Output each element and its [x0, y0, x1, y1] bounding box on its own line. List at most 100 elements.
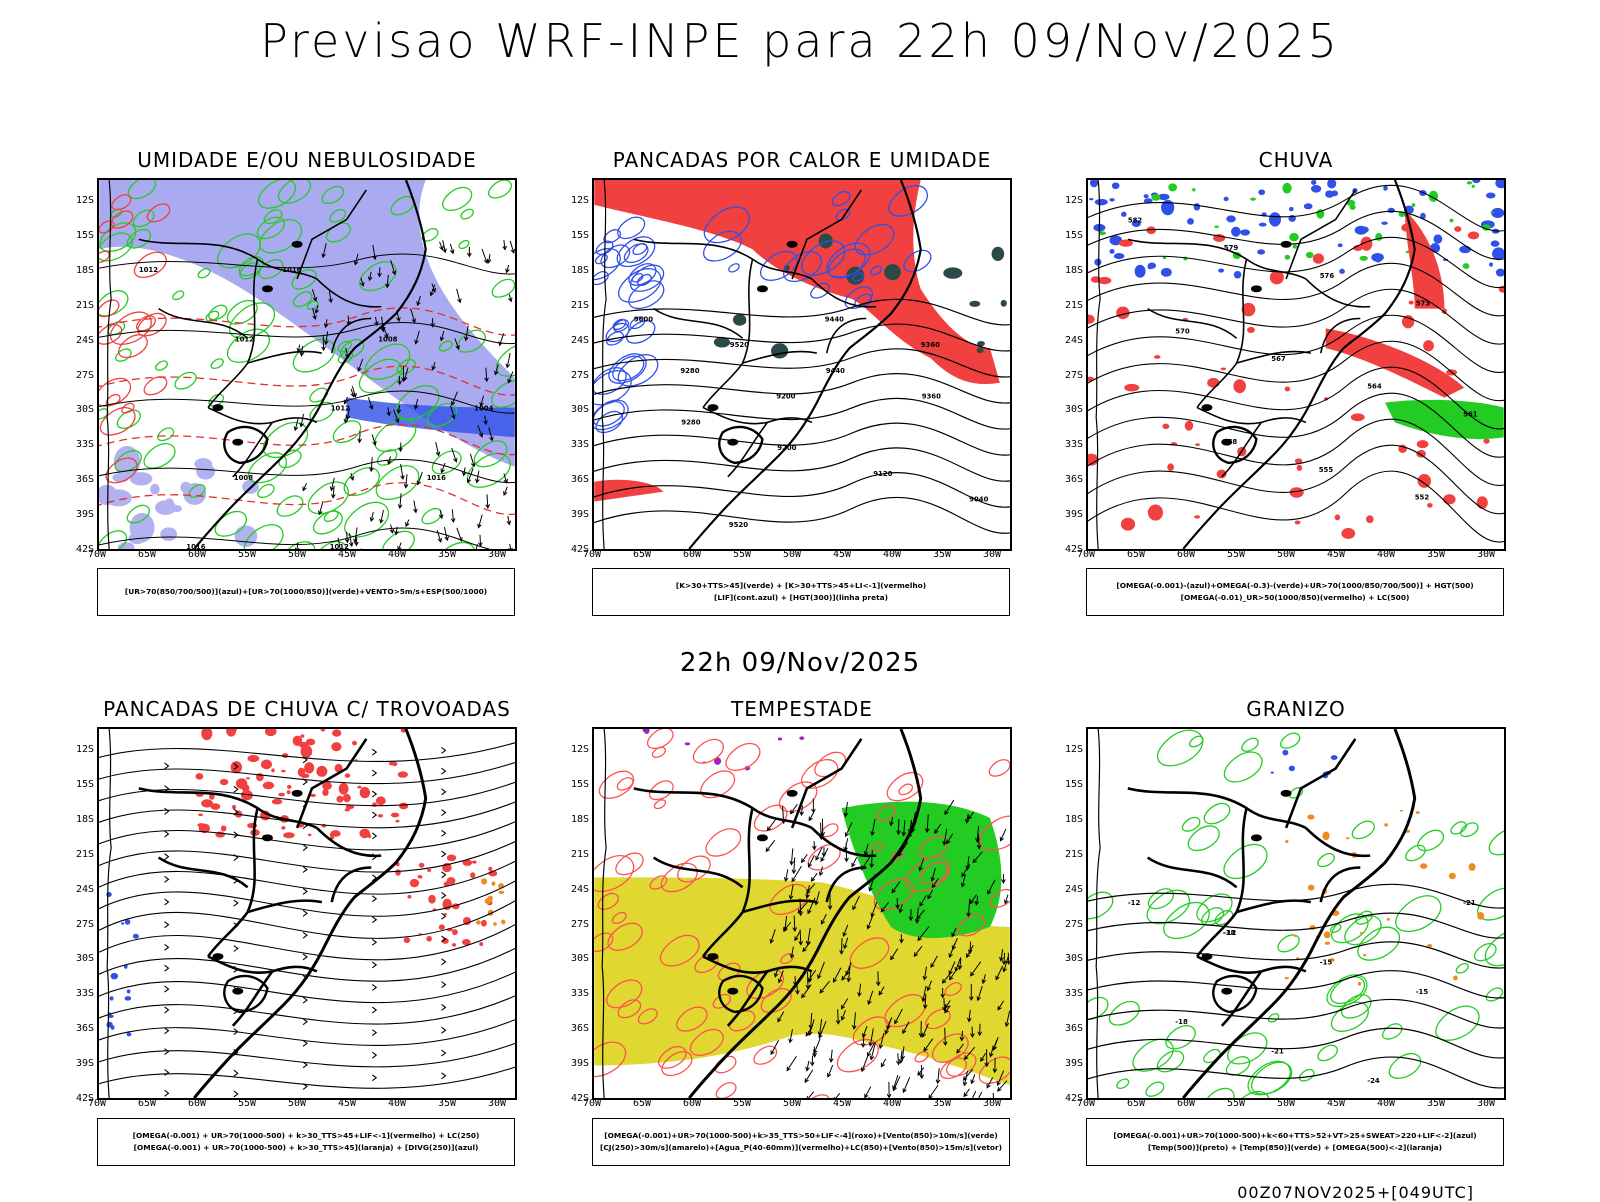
field-patch — [246, 777, 250, 779]
field-patch — [472, 861, 477, 864]
legend-chuva: [OMEGA(-0.001)-(azul)+OMEGA(-0.3)-(verde… — [1086, 568, 1504, 616]
field-patch — [1313, 253, 1324, 263]
flow-arrow — [234, 1091, 238, 1097]
wind-arrow — [506, 353, 510, 367]
contour-line — [1228, 1033, 1267, 1064]
latitude-label: 39S — [555, 1058, 589, 1069]
lake — [728, 988, 738, 994]
border — [703, 259, 752, 407]
latitude-label: 33S — [60, 988, 94, 999]
field-patch — [1468, 231, 1479, 239]
field-patch — [1294, 935, 1297, 937]
field-patch — [1418, 474, 1431, 488]
contour-line — [443, 187, 472, 210]
longitude-label: 30W — [482, 549, 512, 560]
flow-arrow — [442, 789, 446, 795]
field-patch — [125, 996, 132, 1001]
border — [1306, 279, 1370, 307]
contour-label: 9280 — [681, 418, 700, 426]
longitude-label: 65W — [1121, 1098, 1151, 1109]
contour-label: -18 — [1223, 929, 1236, 937]
field-patch — [1194, 203, 1201, 210]
contour-line — [989, 760, 1010, 776]
field-patch — [426, 936, 432, 942]
wind-arrow — [398, 493, 402, 508]
longitude-label: 50W — [282, 549, 312, 560]
contour-line — [1318, 854, 1334, 867]
field-patch — [1307, 814, 1314, 819]
field-patch — [1271, 772, 1274, 774]
contour-line — [333, 421, 360, 443]
lake — [292, 241, 302, 247]
contour-label: 9600 — [634, 315, 653, 323]
field-patch — [1423, 340, 1434, 351]
field-patch — [1297, 465, 1302, 471]
flow-arrow — [372, 984, 376, 990]
flow-arrow — [372, 791, 376, 797]
field-patch — [1226, 215, 1236, 222]
latitude-label: 39S — [60, 1058, 94, 1069]
longitude-label: 35W — [432, 549, 462, 560]
wind-arrow — [370, 512, 374, 521]
latitude-label: 36S — [60, 474, 94, 485]
wind-arrow — [486, 494, 490, 508]
contour-line — [1332, 914, 1368, 943]
latitude-label: 36S — [555, 474, 589, 485]
field-patch — [1327, 180, 1336, 188]
panel-title: CHUVA — [1086, 148, 1506, 172]
wind-arrow — [1000, 829, 1006, 841]
field-patch — [310, 740, 315, 745]
run-info: 00Z07NOV2025+[049UTC] — [1237, 1183, 1474, 1202]
contour-line — [1406, 845, 1425, 860]
field-patch — [1306, 252, 1313, 259]
border — [248, 352, 322, 363]
wind-arrow — [507, 516, 511, 524]
latitude-label: 27S — [60, 370, 94, 381]
map-canvas — [99, 729, 515, 1098]
latitude-label: 30S — [1049, 404, 1083, 415]
border — [139, 788, 317, 828]
field-patch — [1258, 189, 1265, 195]
latitude-label: 39S — [60, 509, 94, 520]
longitude-label: 40W — [1371, 549, 1401, 560]
field-patch — [1467, 181, 1472, 184]
wind-arrow — [964, 1089, 969, 1097]
field-patch — [452, 943, 456, 946]
latitude-label: 12S — [1049, 195, 1083, 206]
contour-label: -12 — [1128, 899, 1141, 907]
contour-line — [1088, 237, 1504, 287]
lake — [213, 954, 223, 960]
flow-arrow — [372, 1052, 376, 1058]
flow-arrow — [442, 872, 446, 878]
field-patch — [1293, 245, 1298, 249]
longitude-label: 60W — [1171, 549, 1201, 560]
latitude-label: 18S — [555, 265, 589, 276]
longitude-label: 35W — [432, 1098, 462, 1109]
latitude-label: 27S — [1049, 370, 1083, 381]
flow-arrow — [442, 830, 446, 836]
field-patch — [411, 880, 418, 886]
lake — [787, 790, 797, 796]
lake — [787, 241, 797, 247]
wind-arrow — [827, 1065, 832, 1077]
field-patch — [479, 942, 483, 946]
field-patch — [112, 473, 129, 482]
contour-label: 9360 — [921, 341, 940, 349]
flow-arrow — [442, 1027, 446, 1033]
flow-arrow — [165, 965, 169, 971]
field-patch — [1477, 912, 1484, 920]
field-patch — [304, 762, 314, 773]
field-patch — [1420, 863, 1427, 869]
contour-line — [377, 450, 396, 465]
field-patch — [404, 937, 411, 943]
flow-arrow — [372, 749, 376, 755]
field-patch — [1341, 528, 1355, 539]
contour-line — [726, 743, 760, 770]
border — [233, 971, 273, 1025]
contour-line — [258, 485, 274, 498]
contour-line — [729, 264, 739, 272]
flow-arrow — [234, 900, 238, 906]
field-patch — [197, 823, 204, 827]
field-patch — [992, 247, 1005, 261]
